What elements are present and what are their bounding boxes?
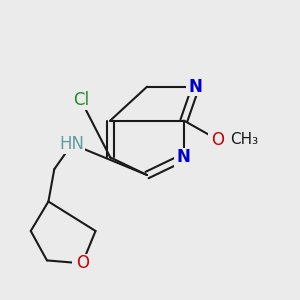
Text: N: N [177, 148, 191, 166]
FancyBboxPatch shape [72, 254, 92, 273]
FancyBboxPatch shape [186, 77, 206, 96]
FancyBboxPatch shape [174, 148, 194, 167]
FancyBboxPatch shape [59, 134, 85, 154]
Text: CH₃: CH₃ [230, 132, 258, 147]
Text: Cl: Cl [73, 91, 89, 109]
Text: HN: HN [59, 135, 85, 153]
Text: O: O [211, 131, 224, 149]
Text: O: O [76, 254, 89, 272]
FancyBboxPatch shape [68, 90, 94, 110]
FancyBboxPatch shape [208, 130, 228, 149]
FancyBboxPatch shape [226, 130, 262, 149]
Text: N: N [189, 78, 202, 96]
